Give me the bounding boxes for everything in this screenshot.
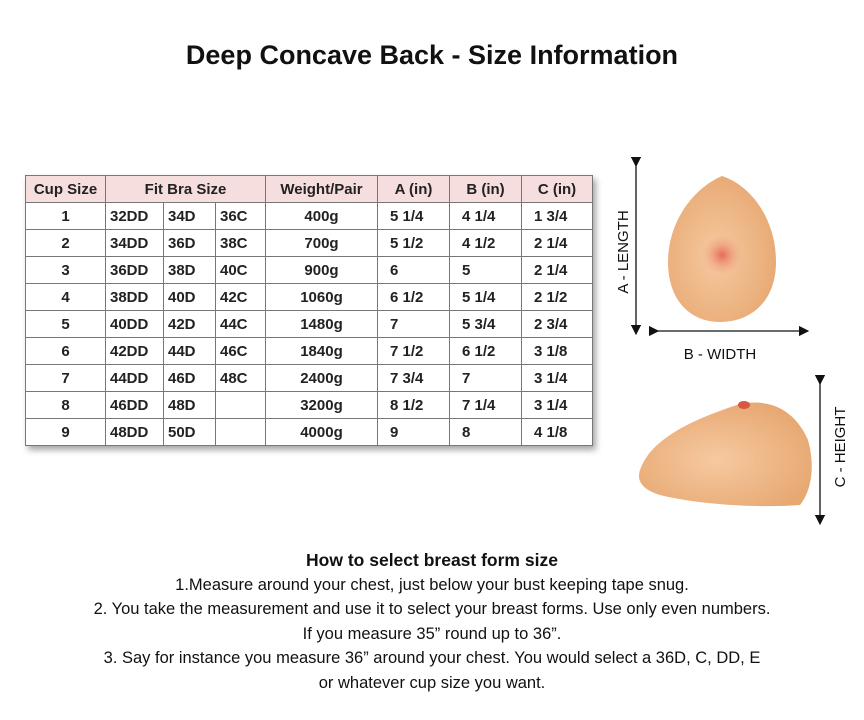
header-cell: Weight/Pair — [265, 175, 378, 203]
empty-cell — [215, 418, 266, 446]
instruction-line: If you measure 35” round up to 36”. — [302, 624, 562, 643]
dim-cell: 5 1/2 — [377, 229, 450, 257]
bra-cell: 48DD — [105, 418, 164, 446]
dim-cell: 7 1/4 — [449, 391, 522, 419]
bra-cell: 38DD — [105, 283, 164, 311]
weight-cell: 900g — [265, 256, 378, 284]
dim-cell: 1 3/4 — [521, 202, 593, 230]
nipple — [702, 235, 742, 275]
nipple — [738, 401, 750, 409]
form-side — [638, 402, 812, 507]
table-row: 4 38DD 40D 42C 1060g 6 1/2 5 1/4 2 1/2 — [25, 283, 593, 311]
weight-cell: 1480g — [265, 310, 378, 338]
instruction-line: 1.Measure around your chest, just below … — [175, 575, 689, 594]
width-label: B - WIDTH — [684, 346, 757, 363]
dim-cell: 2 1/2 — [521, 283, 593, 311]
size-table: Cup Size Fit Bra Size Weight/Pair A (in)… — [25, 175, 593, 446]
dim-cell: 3 1/4 — [521, 364, 593, 392]
height-label: C - HEIGHT — [832, 407, 849, 488]
dim-cell: 6 1/2 — [377, 283, 450, 311]
dim-cell: 5 3/4 — [449, 310, 522, 338]
dim-cell: 7 — [449, 364, 522, 392]
header-cell: A (in) — [377, 175, 450, 203]
header-cell: B (in) — [449, 175, 522, 203]
cup-cell: 5 — [25, 310, 106, 338]
bra-cell: 36D — [163, 229, 216, 257]
bra-cell: 36C — [215, 202, 266, 230]
dim-cell: 2 1/4 — [521, 229, 593, 257]
bra-cell: 38D — [163, 256, 216, 284]
weight-cell: 4000g — [265, 418, 378, 446]
bra-cell: 46C — [215, 337, 266, 365]
table-row: 5 40DD 42D 44C 1480g 7 5 3/4 2 3/4 — [25, 310, 593, 338]
bra-cell: 40D — [163, 283, 216, 311]
bra-cell: 42DD — [105, 337, 164, 365]
dim-cell: 6 1/2 — [449, 337, 522, 365]
bra-cell: 44DD — [105, 364, 164, 392]
weight-cell: 2400g — [265, 364, 378, 392]
title: Deep Concave Back - Size Information — [185, 40, 679, 70]
cup-cell: 7 — [25, 364, 106, 392]
bra-cell: 44D — [163, 337, 216, 365]
bra-cell: 32DD — [105, 202, 164, 230]
weight-cell: 700g — [265, 229, 378, 257]
dim-cell: 8 1/2 — [377, 391, 450, 419]
bra-cell: 38C — [215, 229, 266, 257]
table-row: 9 48DD 50D 4000g 9 8 4 1/8 — [25, 418, 593, 446]
length-label: A - LENGTH — [615, 210, 632, 293]
dim-cell: 4 1/8 — [521, 418, 593, 446]
cup-cell: 2 — [25, 229, 106, 257]
instruction-line: 3. Say for instance you measure 36” arou… — [103, 649, 761, 667]
dim-cell: 3 1/4 — [521, 391, 593, 419]
bra-cell: 46D — [163, 364, 216, 392]
header-row: Cup Size Fit Bra Size Weight/Pair A (in)… — [25, 175, 593, 203]
instructions-heading: How to select breast form size — [306, 550, 558, 570]
dim-cell: 6 — [377, 256, 450, 284]
instructions: How to select breast form size 1.Measure… — [0, 548, 864, 695]
header-cell: Fit Bra Size — [105, 175, 266, 203]
bra-cell: 48C — [215, 364, 266, 392]
instruction-line: or whatever cup size you want. — [318, 673, 546, 692]
table-row: 6 42DD 44D 46C 1840g 7 1/2 6 1/2 3 1/8 — [25, 337, 593, 365]
bra-cell: 36DD — [105, 256, 164, 284]
bra-cell: 44C — [215, 310, 266, 338]
dim-cell: 3 1/8 — [521, 337, 593, 365]
bra-cell: 40DD — [105, 310, 164, 338]
dim-cell: 9 — [377, 418, 450, 446]
cup-cell: 1 — [25, 202, 106, 230]
instruction-line: 2. You take the measurement and use it t… — [93, 600, 771, 618]
header-cell: C (in) — [521, 175, 593, 203]
cup-cell: 9 — [25, 418, 106, 446]
table-row: 2 34DD 36D 38C 700g 5 1/2 4 1/2 2 1/4 — [25, 229, 593, 257]
header-cell: Cup Size — [25, 175, 106, 203]
bra-cell: 50D — [163, 418, 216, 446]
bra-cell: 42D — [163, 310, 216, 338]
dim-cell: 5 1/4 — [377, 202, 450, 230]
